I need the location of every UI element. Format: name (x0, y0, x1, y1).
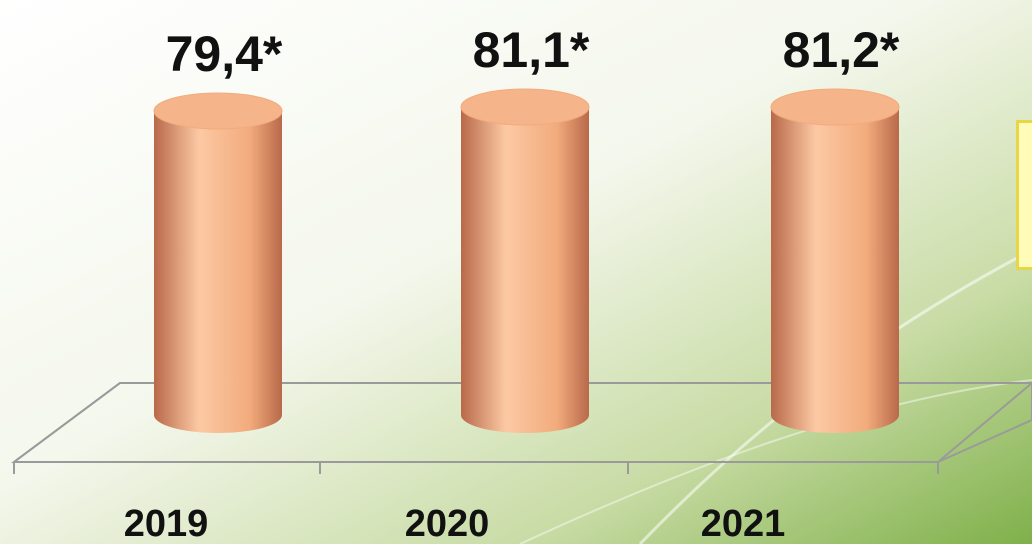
bar-body (154, 111, 282, 433)
bar-body (771, 107, 899, 433)
bar-top-cap (153, 92, 283, 130)
category-label: 2021 (701, 503, 786, 544)
background-swoosh-2 (519, 379, 1032, 544)
category-labels: 2019 2020 2021 (124, 503, 786, 544)
bar-top-cap (460, 88, 590, 126)
value-label: 81,1* (473, 22, 590, 78)
value-label: 79,4* (166, 26, 283, 82)
note-box (1016, 120, 1032, 270)
value-labels: 79,4* 81,1* 81,2* (166, 22, 900, 82)
bar-2021 (770, 88, 900, 433)
bar-2019 (153, 92, 283, 433)
bar-body (461, 107, 589, 433)
category-label: 2020 (405, 503, 490, 544)
category-label: 2019 (124, 503, 209, 544)
value-label: 81,2* (783, 22, 900, 78)
floor-left-edge (13, 382, 121, 463)
bar-2020 (460, 88, 590, 433)
bar-top-cap (770, 88, 900, 126)
floor-right-edge (937, 382, 1032, 463)
bar-series (153, 88, 900, 433)
